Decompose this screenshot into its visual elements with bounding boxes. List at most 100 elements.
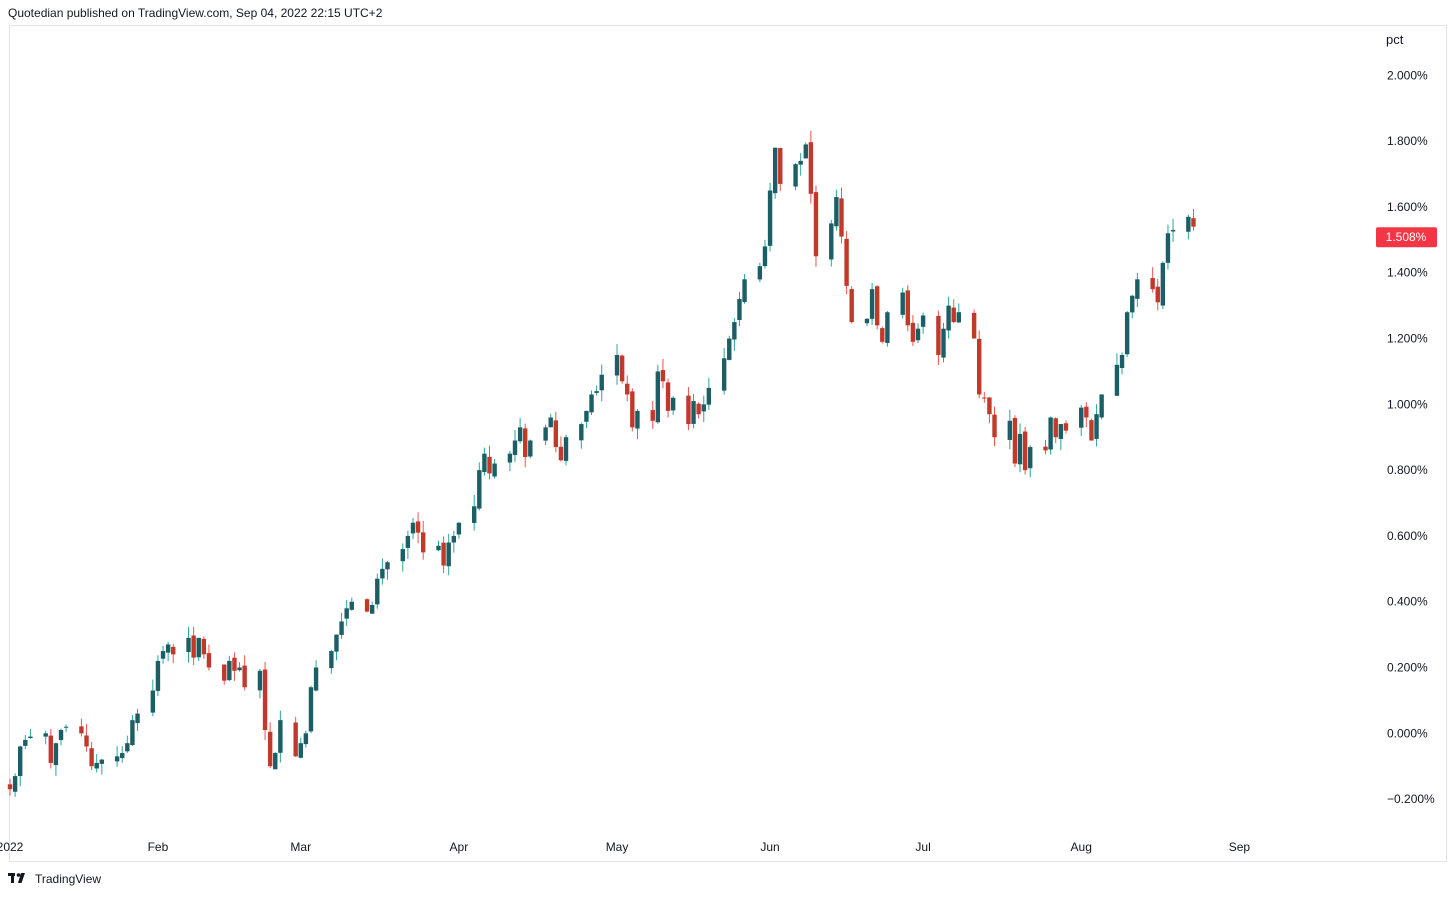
candle-body [625,383,630,395]
candle [829,219,834,267]
candle-body [43,733,48,737]
candle-body [732,322,737,340]
candle [1099,394,1104,420]
candle [446,533,451,576]
y-tick-label: 2.000% [1387,68,1428,82]
candle [58,728,64,746]
candle-body [79,726,84,734]
candle-body [706,387,712,405]
candle [273,752,278,770]
candle [808,130,814,204]
candle [278,710,283,763]
candle [53,742,59,776]
unit-label: pct [1386,32,1404,47]
candle-body [655,371,661,423]
candle-body [186,637,191,652]
candle-body [558,446,564,461]
candle-body [829,223,834,260]
candle [558,436,564,462]
candle [706,377,712,410]
candles-layer [7,130,1196,797]
candle-body [614,354,620,376]
candle-body [191,635,196,658]
x-tick-label: Mar [290,840,311,854]
candle-body [936,315,941,355]
time-axis: 2022 Feb Mar Apr May Jun Jul Aug Sep [0,840,1250,854]
candle-body [956,312,962,323]
candle [380,558,385,585]
candle-body [135,713,140,724]
candle [456,522,462,539]
footer-brand[interactable]: TradingView [35,872,102,886]
candle-body [369,605,375,614]
candle-body [1160,262,1166,306]
candle [313,660,319,692]
candle [772,147,778,199]
candle [885,310,890,347]
candle [441,536,446,574]
tradingview-logo-icon[interactable] [8,873,30,885]
candle-body [864,318,870,324]
candle [1012,415,1018,468]
candle-body [89,748,94,767]
candle-body [1099,394,1104,418]
candle [844,231,849,295]
candle-body [670,397,676,411]
candle-body [900,292,905,315]
candle-body [171,646,176,655]
candle [1119,352,1125,375]
candle-body [1191,218,1196,227]
candle-body [375,578,380,605]
candle [410,517,416,540]
candle [1165,224,1171,270]
candle-body [482,453,487,473]
candle [589,390,594,416]
y-tick-label: −0.200% [1387,792,1435,806]
candle-body [767,190,773,246]
candle-body [839,198,844,237]
candle-body [1150,278,1155,290]
candle-body [313,667,319,691]
candle-body [793,164,798,187]
y-tick-label: 1.800% [1387,134,1428,148]
candle [344,600,349,626]
candle-body [737,299,742,321]
candle-body [563,437,569,461]
candle-body [946,305,951,331]
candle [936,310,941,365]
candle [1053,417,1058,444]
candle [339,612,344,639]
candle-body [584,410,589,422]
y-tick-label: 1.400% [1387,266,1428,280]
published-header: Quotedian published on TradingView.com, … [8,6,383,20]
candle-body [951,307,956,323]
candle-body [1012,417,1018,464]
candle [915,323,921,344]
candle [400,543,405,572]
candle [665,378,671,418]
candle [742,273,747,304]
candle-body [492,463,497,477]
candle [120,746,125,763]
candle-body [1130,295,1135,313]
candle-body [293,722,298,757]
candle-body [619,355,625,382]
candle [655,364,661,424]
y-tick-label: 0.800% [1387,463,1428,477]
candle [869,283,875,325]
y-tick-label: 1.200% [1387,332,1428,346]
candle [1186,214,1191,240]
candle [507,450,513,472]
candle-body [339,621,344,635]
candle-body [1186,216,1191,232]
candle [757,262,763,283]
candle [160,645,166,664]
candle [1007,409,1013,450]
candle [1130,294,1135,319]
candle [415,512,421,544]
candle-body [691,401,696,424]
candle-body [1155,286,1160,303]
candle-body [262,669,268,731]
candle [222,664,227,685]
